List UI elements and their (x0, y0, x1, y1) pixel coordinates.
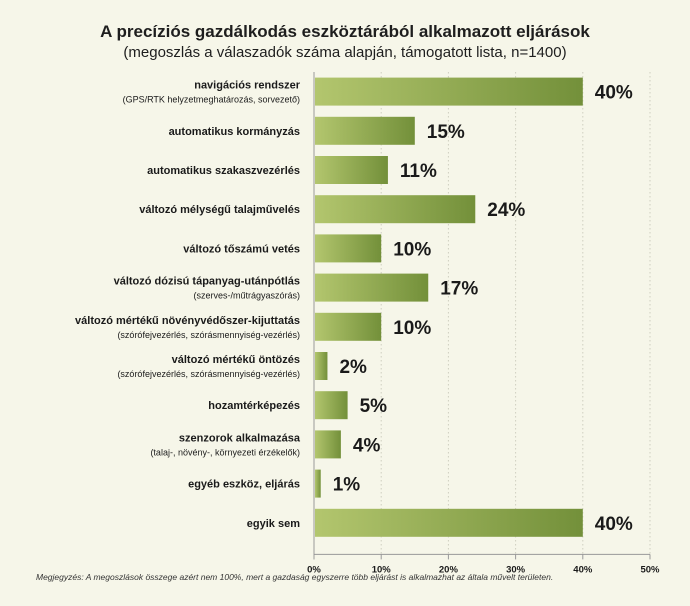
bar (315, 391, 348, 420)
bar (315, 352, 328, 380)
bar (315, 508, 583, 537)
data-label: 5% (360, 396, 388, 417)
data-label: 11% (400, 161, 437, 182)
category-label: navigációs rendszer (194, 80, 300, 92)
category-label: változó dózisú tápanyag-utánpótlás (114, 276, 300, 288)
data-label: 40% (595, 514, 633, 535)
bar (315, 312, 382, 341)
data-label: 17% (440, 279, 478, 300)
data-label: 15% (427, 122, 465, 143)
x-tick-label: 40% (573, 564, 593, 575)
bar (315, 116, 415, 145)
category-label: egyik sem (247, 518, 300, 530)
data-label: 4% (353, 435, 381, 456)
data-label: 24% (487, 200, 525, 221)
footnote: Megjegyzés: A megoszlások összege azért … (36, 572, 554, 582)
category-label: egyéb eszköz, eljárás (188, 479, 300, 491)
x-tick-label: 50% (640, 564, 660, 575)
category-label: változó tőszámú vetés (183, 243, 300, 255)
data-label: 2% (339, 357, 367, 378)
category-sublabel: (GPS/RTK helyzetmeghatározás, sorvezető) (123, 95, 300, 105)
chart-title: A precíziós gazdálkodás eszköztárából al… (100, 22, 590, 41)
data-label: 10% (393, 318, 431, 339)
bar (315, 195, 476, 224)
data-label: 40% (595, 83, 633, 104)
category-label: automatikus kormányzás (169, 126, 300, 138)
category-label: változó mértékű növényvédőszer-kijuttatá… (75, 315, 300, 327)
x-tick-label: 10% (372, 564, 392, 575)
category-sublabel: (szórófejvezérlés, szórásmennyiség-vezér… (117, 330, 300, 340)
data-label: 10% (393, 239, 431, 260)
bar (315, 156, 388, 184)
category-sublabel: (szórófejvezérlés, szórásmennyiség-vezér… (117, 369, 300, 379)
x-tick-label: 20% (439, 564, 459, 575)
bar (315, 273, 429, 302)
category-sublabel: (talaj-, növény-, környezeti érzékelők) (150, 447, 300, 457)
data-label: 1% (333, 475, 361, 496)
bar (315, 234, 382, 263)
x-tick-label: 30% (506, 564, 526, 575)
category-label: változó mélységű talajművelés (139, 204, 300, 216)
category-label: változó mértékű öntözés (172, 354, 300, 366)
bar (315, 469, 321, 498)
category-label: hozamtérképezés (208, 400, 300, 412)
bar (315, 77, 583, 106)
category-sublabel: (szerves-/műtrágyaszórás) (193, 291, 300, 301)
category-label: automatikus szakaszvezérlés (147, 165, 300, 177)
chart-subtitle: (megoszlás a válaszadók száma alapján, t… (123, 44, 567, 61)
bar (315, 430, 341, 459)
x-tick-label: 0% (307, 564, 321, 575)
category-label: szenzorok alkalmazása (179, 432, 301, 444)
